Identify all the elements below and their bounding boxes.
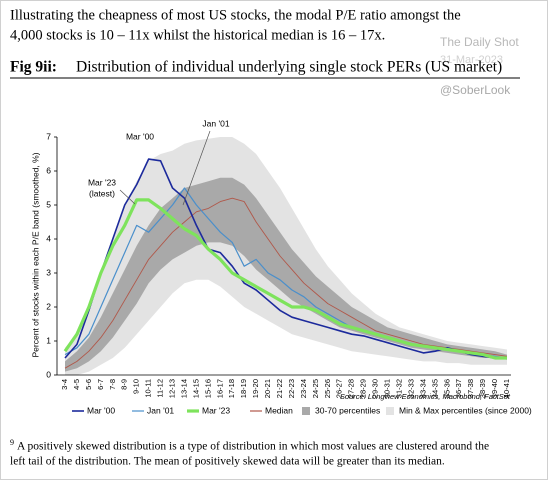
x-tick-label: 31-32 <box>394 379 403 398</box>
annotation: Jan '01 <box>202 118 229 128</box>
series-line <box>64 158 507 359</box>
x-tick-label: 30-31 <box>383 379 392 398</box>
x-tick-label: 20-21 <box>263 379 272 398</box>
x-tick-label: 24-25 <box>311 379 320 398</box>
legend-label: Mar '23 <box>202 405 230 415</box>
x-tick-label: 39-40 <box>490 379 499 398</box>
x-tick-label: 11-12 <box>156 379 165 398</box>
y-tick-label: 2 <box>46 301 51 311</box>
x-tick-label: 22-23 <box>287 379 296 398</box>
x-tick-label: 14-15 <box>191 379 200 398</box>
y-tick-label: 1 <box>46 335 51 345</box>
legend-label: Jan '01 <box>147 405 174 415</box>
x-tick-label: 4-5 <box>72 379 81 390</box>
fig-label: Fig 9ii: <box>10 59 57 76</box>
y-tick-label: 6 <box>46 165 51 175</box>
footnote-line: left tail of the distribution. The mean … <box>10 456 445 468</box>
footnote-line: A positively skewed distribution is a ty… <box>17 441 489 453</box>
x-tick-label: 7-8 <box>108 379 117 390</box>
header-line: Illustrating the cheapness of most US st… <box>10 7 461 23</box>
band <box>65 177 507 372</box>
annotation-leader <box>119 189 136 205</box>
x-tick-label: 25-26 <box>323 379 332 398</box>
x-tick-label: 10-11 <box>144 379 153 398</box>
legend-label: 30-70 percentiles <box>315 405 380 415</box>
x-tick-label: 27-28 <box>347 379 356 398</box>
x-tick-label: 3-4 <box>60 379 69 390</box>
x-tick-label: 23-24 <box>299 379 308 398</box>
legend-label: Median <box>265 405 293 415</box>
fig-title: Distribution of individual underlying si… <box>76 59 502 76</box>
x-tick-label: 19-20 <box>251 379 260 398</box>
x-tick-label: 18-19 <box>239 379 248 398</box>
watermark: The Daily Shot <box>440 35 519 49</box>
x-tick-label: 37-38 <box>466 379 475 398</box>
x-tick-label: 36-37 <box>454 379 463 398</box>
date: 31-Mar-2023 <box>440 54 503 66</box>
header-line: 4,000 stocks is 10 – 11x whilst the hist… <box>10 27 385 43</box>
annotation-leader <box>182 130 211 206</box>
x-tick-label: 26-27 <box>335 379 344 398</box>
x-tick-label: 15-16 <box>203 379 212 398</box>
series-line <box>63 198 507 360</box>
x-tick-label: 29-30 <box>371 379 380 398</box>
legend-swatch <box>386 407 394 415</box>
series-line <box>64 197 508 369</box>
annotation: (latest) <box>89 188 115 198</box>
legend-label: Mar '00 <box>87 405 115 415</box>
x-tick-label: 32-33 <box>406 379 415 398</box>
footnote-marker: 9 <box>10 438 14 447</box>
x-tick-label: 17-18 <box>227 379 236 398</box>
x-tick-label: 38-39 <box>478 379 487 398</box>
y-tick-label: 3 <box>46 267 51 277</box>
legend-swatch <box>302 407 310 415</box>
x-tick-label: 8-9 <box>120 379 129 390</box>
x-tick-label: 16-17 <box>215 379 224 398</box>
x-tick-label: 40-41 <box>502 379 511 398</box>
x-tick-label: 34-35 <box>430 379 439 398</box>
x-tick-label: 5-6 <box>84 379 93 390</box>
x-tick-label: 6-7 <box>96 379 105 390</box>
y-tick-label: 0 <box>46 369 51 379</box>
y-tick-label: 5 <box>46 199 51 209</box>
x-tick-label: 9-10 <box>132 379 141 394</box>
handle: @SoberLook <box>440 83 511 97</box>
y-tick-label: 7 <box>46 131 51 141</box>
x-tick-label: 33-34 <box>418 379 427 398</box>
y-tick-label: 4 <box>46 233 51 243</box>
y-axis-label: Percent of stocks within each P/E band (… <box>30 152 40 357</box>
x-tick-label: 12-13 <box>167 379 176 398</box>
x-tick-label: 13-14 <box>179 379 188 398</box>
annotation: Mar '00 <box>126 131 154 141</box>
annotation: Mar '23 <box>88 177 116 187</box>
x-tick-label: 35-36 <box>442 379 451 398</box>
legend-label: Min & Max percentiles (since 2000) <box>399 405 532 415</box>
source: Source: Longview Economics, Macrobond, F… <box>340 392 511 401</box>
x-tick-label: 21-22 <box>275 379 284 398</box>
x-tick-label: 28-29 <box>359 379 368 398</box>
